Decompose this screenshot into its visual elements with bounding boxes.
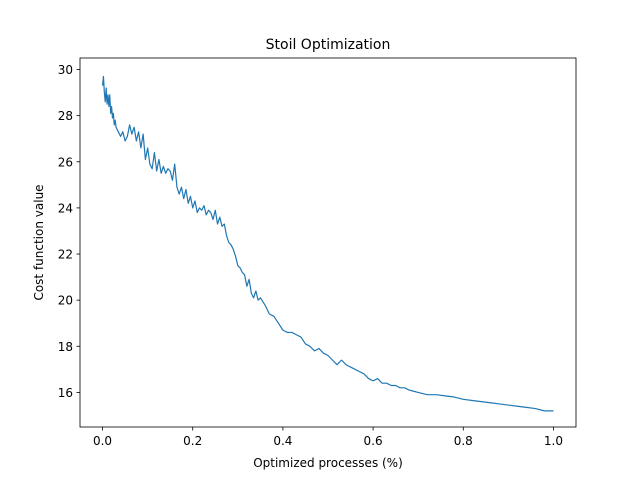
plot-area xyxy=(101,75,554,412)
y-tick-label: 22 xyxy=(58,248,73,262)
x-tick-label: 1.0 xyxy=(544,434,563,448)
y-tick-label: 24 xyxy=(58,201,73,215)
y-axis: 16 18 20 22 24 26 28 30 xyxy=(58,63,80,400)
y-tick-label: 26 xyxy=(58,155,73,169)
x-tick-label: 0.2 xyxy=(183,434,202,448)
y-tick-label: 30 xyxy=(58,63,73,77)
x-tick-label: 0.6 xyxy=(364,434,383,448)
x-tick-label: 0.8 xyxy=(454,434,473,448)
x-tick-label: 0.4 xyxy=(273,434,292,448)
y-tick-label: 16 xyxy=(58,386,73,400)
chart-title: Stoil Optimization xyxy=(266,37,391,53)
y-axis-label: Cost function value xyxy=(32,184,46,300)
x-axis: 0.0 0.2 0.4 0.6 0.8 1.0 xyxy=(93,427,563,448)
x-tick-label: 0.0 xyxy=(93,434,112,448)
x-axis-label: Optimized processes (%) xyxy=(253,456,403,470)
y-tick-label: 20 xyxy=(58,294,73,308)
y-tick-label: 18 xyxy=(58,340,73,354)
axes-frame xyxy=(79,57,577,428)
cost-series-line xyxy=(101,75,554,412)
y-tick-label: 28 xyxy=(58,109,73,123)
